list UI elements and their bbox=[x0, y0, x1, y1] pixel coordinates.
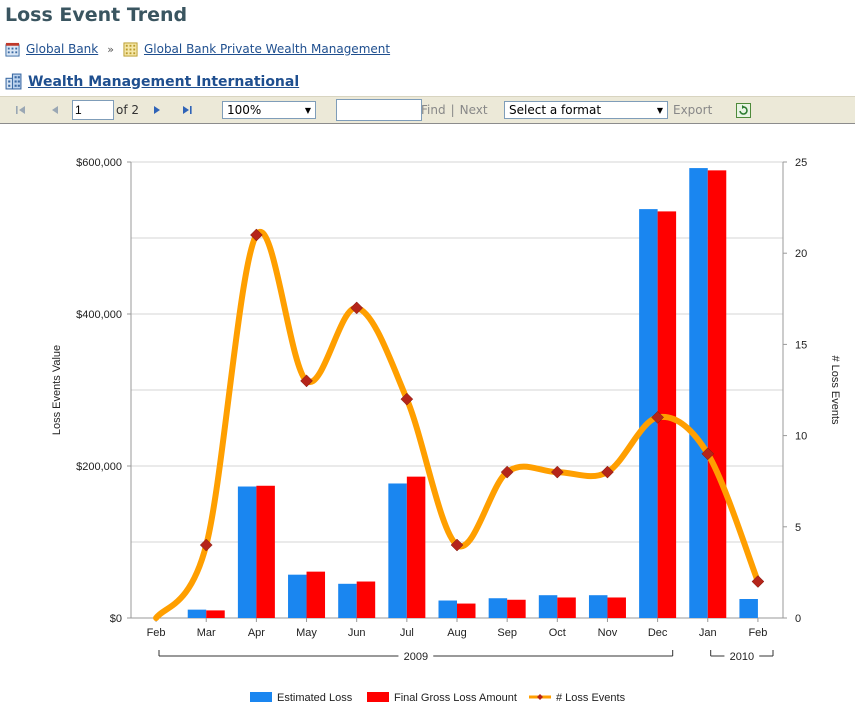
x-tick-label: Apr bbox=[248, 627, 265, 639]
chevron-down-icon: ▼ bbox=[656, 105, 663, 115]
unit-heading: Wealth Management International bbox=[5, 73, 299, 90]
x-tick-label: Oct bbox=[549, 627, 566, 639]
loss-events-marker bbox=[701, 447, 715, 461]
legend-swatch-final bbox=[367, 692, 389, 702]
x-tick-label: Jan bbox=[699, 627, 717, 639]
loss-events-marker bbox=[250, 228, 263, 242]
x-tick-label: Nov bbox=[598, 627, 618, 639]
x-tick-label: Dec bbox=[648, 627, 668, 639]
find-next-separator: | bbox=[450, 103, 455, 117]
bar-estimated-loss bbox=[739, 599, 758, 618]
bar-final-gross-loss bbox=[507, 599, 526, 618]
loss-events-marker bbox=[350, 301, 364, 315]
loss-events-marker bbox=[500, 465, 514, 479]
loss-events-marker bbox=[300, 374, 313, 388]
bar-estimated-loss bbox=[288, 574, 307, 618]
loss-events-marker bbox=[400, 392, 414, 406]
legend-swatch-marker bbox=[537, 694, 543, 700]
bar-estimated-loss bbox=[388, 483, 407, 618]
y-tick-label: $600,000 bbox=[76, 157, 122, 169]
bar-estimated-loss bbox=[588, 595, 608, 618]
x-tick-label: Aug bbox=[447, 627, 467, 639]
loss-events-marker bbox=[450, 538, 464, 552]
y-right-tick-label: 20 bbox=[795, 248, 807, 260]
bar-estimated-loss bbox=[488, 598, 508, 618]
y-right-axis-title: # Loss Events bbox=[829, 355, 841, 425]
bar-final-gross-loss bbox=[206, 610, 225, 618]
bar-final-gross-loss bbox=[607, 597, 626, 618]
zoom-select[interactable]: 100% ▼ bbox=[222, 101, 316, 119]
y-right-tick-label: 5 bbox=[795, 522, 801, 534]
find-link[interactable]: Find bbox=[421, 103, 446, 117]
previous-page-icon[interactable] bbox=[48, 103, 62, 117]
y-tick-label: $0 bbox=[110, 613, 122, 625]
loss-events-marker bbox=[601, 465, 614, 479]
loss-event-trend-chart: $0 $200,000 $400,000 $600,000 0 5 10 15 20 25 Loss… bbox=[51, 157, 841, 704]
page-count-label: of 2 bbox=[116, 103, 140, 117]
export-link[interactable]: Export bbox=[673, 103, 713, 117]
bar-estimated-loss bbox=[689, 168, 708, 618]
chevron-down-icon: ▼ bbox=[304, 105, 311, 115]
bar-estimated-loss bbox=[187, 609, 207, 618]
breadcrumb-separator: » bbox=[107, 42, 114, 56]
page-number-input[interactable] bbox=[72, 100, 114, 120]
x-tick-label: May bbox=[296, 627, 317, 639]
x-tick-label: Sep bbox=[497, 627, 517, 639]
bar-estimated-loss bbox=[338, 583, 357, 618]
export-format-value: Select a format bbox=[509, 103, 602, 117]
year-label: 2010 bbox=[730, 651, 754, 663]
bar-final-gross-loss bbox=[406, 476, 426, 618]
bar-final-gross-loss bbox=[256, 485, 275, 618]
legend-label-final: Final Gross Loss Amount bbox=[394, 692, 517, 704]
loss-events-marker bbox=[751, 575, 765, 588]
find-input[interactable] bbox=[336, 99, 422, 121]
year-label: 2009 bbox=[404, 651, 428, 663]
y-axis-title: Loss Events Value bbox=[51, 345, 63, 435]
legend-swatch-estimated bbox=[250, 692, 272, 702]
refresh-icon[interactable] bbox=[736, 102, 751, 118]
bar-estimated-loss bbox=[639, 209, 658, 618]
y-right-tick-label: 25 bbox=[795, 157, 807, 169]
loss-events-marker bbox=[550, 465, 564, 479]
first-page-icon[interactable] bbox=[14, 103, 28, 117]
breadcrumb: Global Bank » Global Bank Private Wealth… bbox=[5, 40, 390, 58]
bar-estimated-loss bbox=[538, 595, 558, 618]
legend-label-estimated: Estimated Loss bbox=[277, 692, 353, 704]
x-tick-label: Jun bbox=[348, 627, 366, 639]
y-right-tick-label: 0 bbox=[795, 613, 801, 625]
report-title: Loss Event Trend bbox=[5, 4, 188, 26]
x-tick-label: Mar bbox=[197, 627, 216, 639]
export-format-select[interactable]: Select a format ▼ bbox=[504, 101, 668, 119]
bar-final-gross-loss bbox=[356, 581, 376, 618]
bar-final-gross-loss bbox=[306, 571, 326, 618]
y-right-tick-label: 15 bbox=[795, 339, 807, 351]
last-page-icon[interactable] bbox=[180, 103, 194, 117]
zoom-value: 100% bbox=[227, 103, 262, 117]
y-right-tick-label: 10 bbox=[795, 431, 807, 443]
loss-events-marker bbox=[199, 538, 213, 552]
wealth-management-international-link[interactable]: Wealth Management International bbox=[28, 73, 300, 90]
bar-estimated-loss bbox=[237, 486, 257, 618]
x-tick-label: Feb bbox=[147, 627, 166, 639]
loss-events-line bbox=[153, 228, 761, 621]
legend-label-loss-events: # Loss Events bbox=[556, 692, 626, 704]
next-link[interactable]: Next bbox=[459, 103, 488, 117]
bank-building-icon bbox=[5, 42, 20, 57]
x-tick-label: Feb bbox=[748, 627, 767, 639]
bar-final-gross-loss bbox=[707, 170, 727, 619]
x-tick-label: Jul bbox=[400, 627, 414, 639]
breadcrumb-private-wealth-link[interactable]: Global Bank Private Wealth Management bbox=[143, 42, 391, 56]
breadcrumb-global-bank-link[interactable]: Global Bank bbox=[26, 42, 99, 56]
bar-final-gross-loss bbox=[457, 603, 476, 618]
loss-events-marker bbox=[651, 411, 664, 424]
y-tick-label: $400,000 bbox=[76, 309, 122, 321]
private-wealth-building-icon bbox=[123, 41, 138, 57]
next-page-icon[interactable] bbox=[150, 103, 164, 117]
report-toolbar: of 2 100% ▼ Find | Next Select a format … bbox=[0, 96, 855, 124]
bar-final-gross-loss bbox=[557, 597, 576, 618]
bar-estimated-loss bbox=[438, 600, 457, 618]
y-tick-label: $200,000 bbox=[76, 461, 122, 473]
wealth-international-building-icon bbox=[5, 73, 22, 90]
